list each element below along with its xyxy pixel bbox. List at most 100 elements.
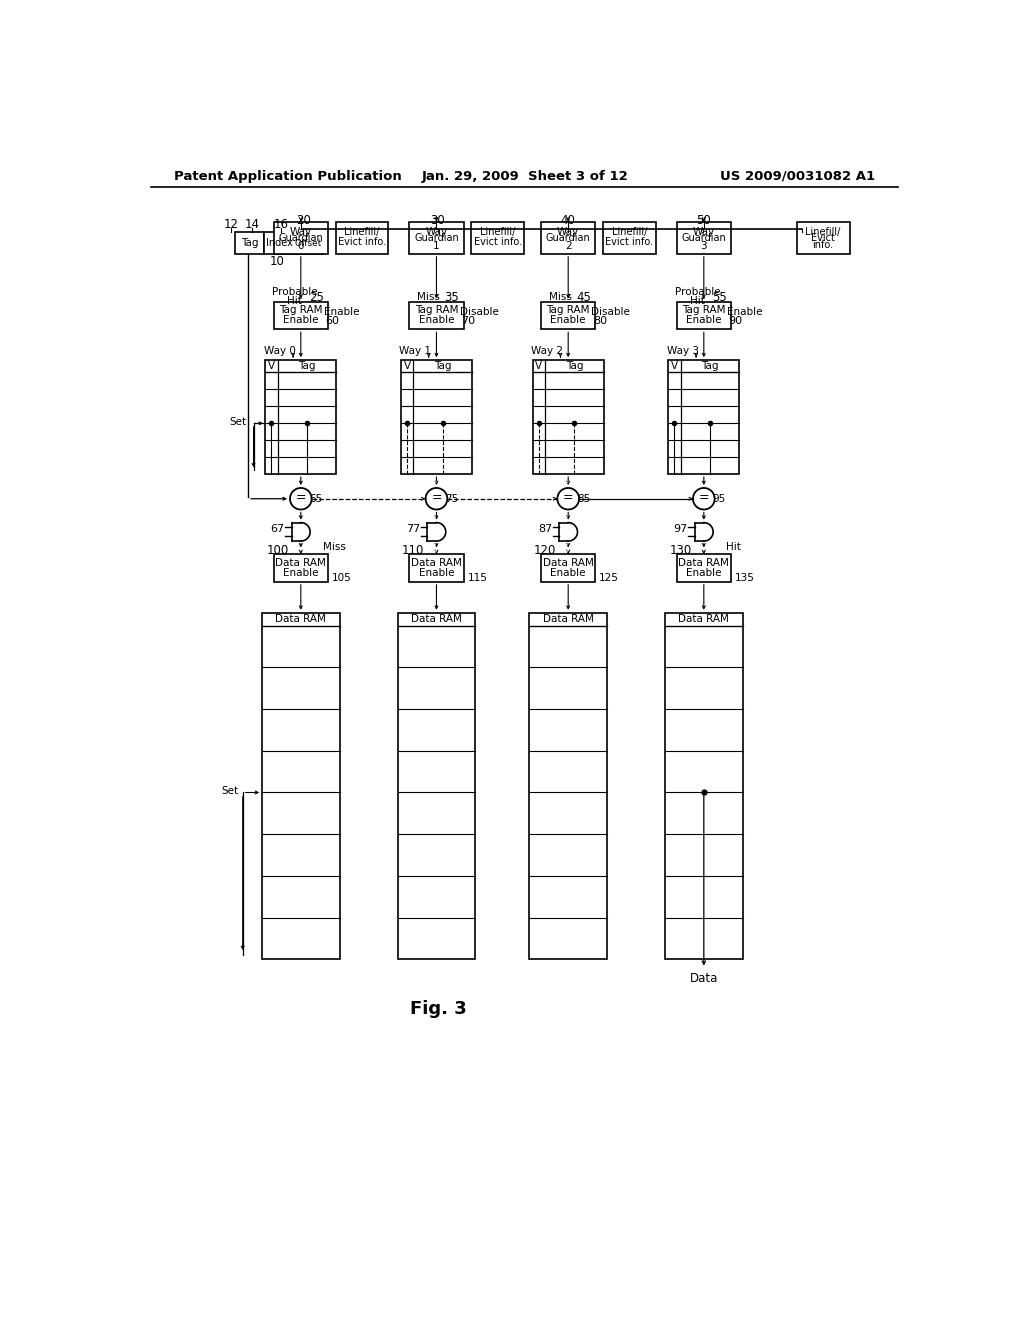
Bar <box>273 302 328 330</box>
Bar <box>410 222 464 253</box>
Bar <box>541 222 595 253</box>
Text: 110: 110 <box>402 544 424 557</box>
Text: Enable: Enable <box>551 315 586 325</box>
Text: 85: 85 <box>578 494 590 504</box>
Text: 1: 1 <box>433 242 439 251</box>
Text: 10: 10 <box>270 255 285 268</box>
Text: 135: 135 <box>735 573 755 583</box>
Text: Index: Index <box>265 238 293 248</box>
Text: Fig. 3: Fig. 3 <box>410 1001 466 1018</box>
Text: 80: 80 <box>593 315 607 326</box>
Bar <box>410 302 464 330</box>
Text: Evict info.: Evict info. <box>474 236 522 247</box>
Text: 30: 30 <box>431 214 445 227</box>
Text: 40: 40 <box>561 214 575 227</box>
Text: US 2009/0031082 A1: US 2009/0031082 A1 <box>720 169 876 182</box>
Text: Linefill/: Linefill/ <box>344 227 380 236</box>
Text: Evict: Evict <box>811 232 836 243</box>
Text: Miss: Miss <box>549 292 571 302</box>
Text: Evict info.: Evict info. <box>605 236 653 247</box>
Text: Probable: Probable <box>271 288 317 297</box>
Text: 14: 14 <box>245 218 259 231</box>
Text: Enable: Enable <box>727 306 763 317</box>
Text: Jan. 29, 2009  Sheet 3 of 12: Jan. 29, 2009 Sheet 3 of 12 <box>422 169 628 182</box>
Text: V: V <box>403 362 411 371</box>
Text: Set: Set <box>221 785 238 796</box>
Text: Patent Application Publication: Patent Application Publication <box>174 169 402 182</box>
Bar <box>273 554 328 582</box>
Text: 20: 20 <box>296 214 310 227</box>
Text: Data RAM: Data RAM <box>411 557 462 568</box>
Bar <box>264 232 294 253</box>
Text: Miss: Miss <box>417 292 440 302</box>
Bar <box>797 222 850 253</box>
Text: 25: 25 <box>309 290 324 304</box>
Text: Hit: Hit <box>690 296 706 306</box>
Text: Guardian: Guardian <box>546 234 591 243</box>
Text: Data RAM: Data RAM <box>678 614 729 624</box>
Bar <box>410 554 464 582</box>
Text: info.: info. <box>813 240 834 249</box>
Text: Data RAM: Data RAM <box>678 557 729 568</box>
Text: 16: 16 <box>273 218 288 231</box>
Text: Enable: Enable <box>324 306 359 317</box>
Text: Enable: Enable <box>283 315 318 325</box>
Text: Way: Way <box>425 227 447 236</box>
Text: 115: 115 <box>467 573 487 583</box>
Text: 95: 95 <box>713 494 726 504</box>
Text: 35: 35 <box>444 290 460 304</box>
Bar <box>677 302 731 330</box>
Text: =: = <box>563 491 573 504</box>
Text: Tag RAM: Tag RAM <box>415 305 458 315</box>
Text: Offset: Offset <box>295 239 323 248</box>
Text: Disable: Disable <box>592 306 631 317</box>
Text: Enable: Enable <box>283 568 318 578</box>
Bar <box>677 554 731 582</box>
Text: Enable: Enable <box>419 315 455 325</box>
Bar <box>471 222 524 253</box>
Text: Data RAM: Data RAM <box>411 614 462 624</box>
Text: 130: 130 <box>670 544 691 557</box>
Bar <box>532 360 604 474</box>
Text: Enable: Enable <box>686 568 722 578</box>
Bar <box>262 612 340 960</box>
Text: 90: 90 <box>729 315 742 326</box>
Text: Hit: Hit <box>287 296 302 306</box>
Text: Evict info.: Evict info. <box>338 236 386 247</box>
Text: Guardian: Guardian <box>681 234 726 243</box>
Text: Way: Way <box>290 227 312 236</box>
Text: Enable: Enable <box>686 315 722 325</box>
Bar <box>397 612 475 960</box>
Text: Miss: Miss <box>323 543 345 552</box>
Text: 120: 120 <box>534 544 556 557</box>
Bar <box>265 360 337 474</box>
Text: V: V <box>268 362 274 371</box>
Text: 77: 77 <box>407 524 420 533</box>
Bar <box>273 222 328 253</box>
Text: V: V <box>536 362 543 371</box>
Text: 87: 87 <box>538 524 552 533</box>
Text: 105: 105 <box>332 573 351 583</box>
Text: 0: 0 <box>298 242 304 251</box>
Bar <box>400 360 472 474</box>
Text: Linefill/: Linefill/ <box>806 227 841 236</box>
Bar <box>677 222 731 253</box>
Text: Data RAM: Data RAM <box>275 614 327 624</box>
Text: Guardian: Guardian <box>279 234 324 243</box>
Text: Tag RAM: Tag RAM <box>682 305 726 315</box>
Text: Tag: Tag <box>241 238 258 248</box>
Bar <box>336 222 388 253</box>
Text: Way: Way <box>693 227 715 236</box>
Text: 45: 45 <box>577 290 591 304</box>
Text: 2: 2 <box>565 242 571 251</box>
Text: 3: 3 <box>700 242 708 251</box>
Text: =: = <box>296 491 306 504</box>
Text: 125: 125 <box>599 573 620 583</box>
Text: Way: Way <box>557 227 580 236</box>
Text: Tag RAM: Tag RAM <box>547 305 590 315</box>
Text: 70: 70 <box>461 315 475 326</box>
Text: Tag: Tag <box>434 362 452 371</box>
Bar <box>665 612 742 960</box>
Text: 100: 100 <box>266 544 289 557</box>
Bar <box>234 232 264 253</box>
